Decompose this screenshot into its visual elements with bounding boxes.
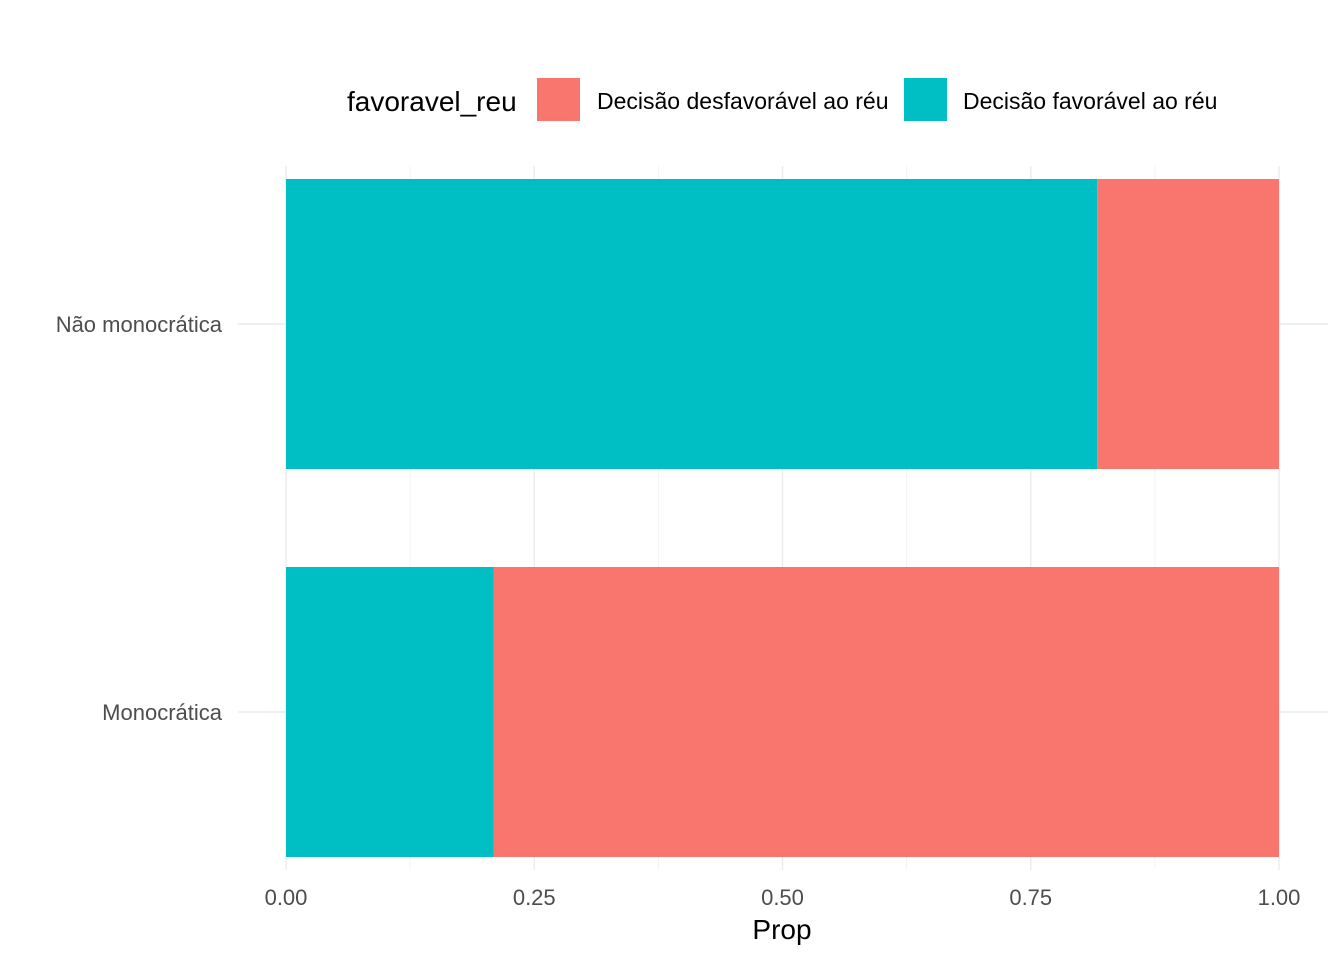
bar-segment-desfavoravel-nao-monocratica (1097, 179, 1279, 469)
y-axis-ticks: Não monocrática Monocrática (56, 312, 223, 725)
legend-key-favoravel (904, 78, 947, 121)
legend-key-desfavoravel (537, 78, 580, 121)
y-tick-label: Não monocrática (56, 312, 223, 337)
x-tick-label: 1.00 (1258, 885, 1301, 910)
x-tick-label: 0.25 (513, 885, 556, 910)
legend-label-favoravel: Decisão favorável ao réu (963, 88, 1217, 114)
bar-segment-favoravel-nao-monocratica (286, 179, 1098, 469)
x-tick-label: 0.00 (265, 885, 308, 910)
bar-segment-desfavoravel-monocratica (493, 567, 1279, 857)
x-tick-label: 0.50 (761, 885, 804, 910)
legend-label-desfavoravel: Decisão desfavorável ao réu (597, 88, 889, 114)
x-axis-ticks: 0.00 0.25 0.50 0.75 1.00 (265, 885, 1301, 910)
bars (286, 179, 1279, 857)
legend: favoravel_reu Decisão desfavorável ao ré… (347, 78, 1217, 121)
y-tick-label: Monocrática (102, 700, 223, 725)
bar-segment-favoravel-monocratica (286, 567, 494, 857)
legend-title: favoravel_reu (347, 86, 517, 117)
x-axis-title: Prop (752, 914, 811, 945)
x-tick-label: 0.75 (1009, 885, 1052, 910)
